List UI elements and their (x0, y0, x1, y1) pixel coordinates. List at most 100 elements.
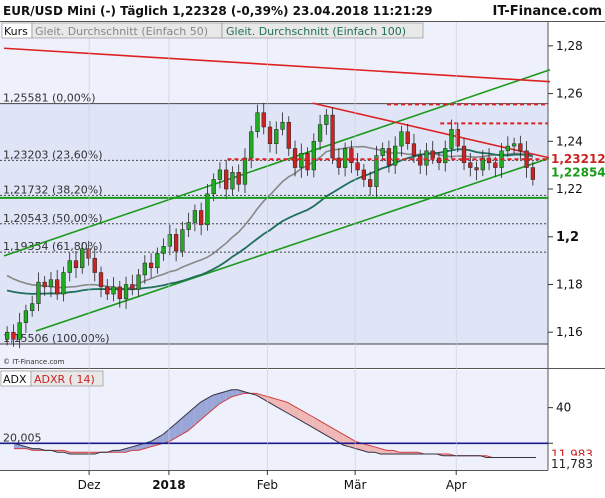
legend-sma50[interactable]: Gleit. Durchschnitt (Einfach 50) (35, 25, 208, 38)
candle-up (80, 248, 85, 269)
candle-down (349, 148, 354, 164)
price-tick-label: 1,2 (556, 230, 579, 245)
candle-up (299, 152, 304, 168)
date-tick-label: Apr (446, 478, 467, 492)
candle-up (505, 145, 510, 152)
candle-down (42, 281, 47, 288)
candle-down (11, 331, 16, 340)
candle-down (105, 286, 110, 295)
candle-down (73, 260, 79, 269)
candle-up (192, 210, 198, 223)
candle-up (249, 131, 254, 159)
candle-up (393, 145, 398, 166)
candle-up (342, 148, 348, 168)
adx-fill-down (299, 409, 307, 424)
candle-up (205, 193, 210, 226)
chart-header: EUR/USD Mini (-) Täglich 1,22328 (-0,39%… (3, 4, 432, 18)
fib-level-label: 1,25581 (0,00%) (3, 92, 96, 105)
candles (5, 102, 535, 349)
candle-down (468, 162, 473, 168)
price-legend: Kurs Gleit. Durchschnitt (Einfach 50) Gl… (1, 22, 424, 39)
price-label-bg (549, 151, 605, 167)
adx-fill-down (337, 430, 344, 446)
adx-fill-up (150, 437, 157, 447)
date-tick-label: Mär (344, 478, 367, 492)
candle-down (474, 167, 479, 171)
candle-down (368, 179, 373, 187)
candle-up (30, 303, 35, 311)
candle-up (511, 143, 517, 147)
channel-upper (3, 68, 551, 257)
price-tick-label: 1,18 (556, 277, 583, 291)
adx-fill-down (306, 412, 313, 428)
fib-level-label: 1,20543 (50,00%) (3, 212, 103, 225)
candle-up (480, 157, 485, 171)
price-label-bg (549, 164, 605, 180)
candle-down (305, 152, 310, 171)
price-label: 1,23212 (551, 152, 605, 166)
candle-up (142, 262, 147, 276)
overlay-lines (0, 103, 548, 199)
adx-fill-up (194, 402, 201, 426)
candle-up (67, 260, 72, 273)
fibonacci-levels: 1,25581 (0,00%) 1,23203 (23,60%) 1,21732 (… (0, 92, 548, 345)
candle-up (217, 169, 223, 180)
candle-up (155, 253, 160, 269)
candle-up (36, 281, 41, 304)
adx-value-bg (549, 455, 605, 470)
candle-down (430, 150, 435, 159)
price-tick-label: 1,16 (556, 325, 583, 339)
candle-down (236, 172, 241, 185)
legend-sma100[interactable]: Gleit. Durchschnitt (Einfach 100) (226, 25, 406, 38)
candle-down (148, 262, 154, 269)
candle-down (355, 162, 360, 171)
candle-down (92, 257, 97, 273)
adx-fill-up (237, 389, 244, 396)
candle-down (418, 155, 423, 166)
candle-up (186, 222, 191, 230)
candle-down (98, 272, 104, 288)
candle-up (111, 286, 116, 295)
candle-down (173, 234, 179, 252)
short-resistance (312, 102, 551, 159)
candle-up (443, 148, 448, 164)
fib-level-label: 1,15506 (100,00%) (3, 332, 110, 345)
legend-kurs[interactable]: Kurs (4, 25, 28, 38)
candle-up (399, 131, 404, 147)
adx-fill-down (324, 423, 331, 438)
candle-down (199, 210, 204, 226)
legend-adxr-box[interactable] (30, 370, 104, 387)
legend-adxr[interactable]: ADXR ( 14) (34, 373, 95, 386)
fib-level-label: 1,23203 (23,60%) (3, 148, 103, 161)
adx-fill-up (175, 418, 182, 438)
channel-lower (35, 157, 551, 332)
adx-reference-label: 20,005 (3, 431, 42, 444)
candle-up (380, 148, 385, 156)
adx-fill-up (206, 395, 213, 415)
candle-up (324, 114, 329, 125)
candle-up (48, 279, 54, 288)
candle-up (374, 155, 379, 187)
adx-fill-up (188, 407, 195, 431)
price-axis-ticks: 1,28 1,26 1,24 1,22 1,2 1,18 1,16 (548, 39, 583, 339)
candle-down (405, 131, 410, 144)
candle-up (5, 331, 10, 340)
date-tick-label: Feb (257, 478, 278, 492)
candle-down (361, 169, 367, 180)
candle-down (55, 279, 60, 295)
legend-adx[interactable]: ADX (3, 373, 27, 386)
candle-up (449, 129, 454, 149)
adx-fill-down (362, 443, 369, 453)
adx-fill-down (312, 416, 319, 431)
candle-up (136, 274, 141, 290)
adx-fill-up (200, 398, 207, 421)
candle-up (161, 246, 166, 254)
price-tick-label: 1,24 (556, 134, 583, 148)
legend-sma100-box[interactable] (221, 22, 424, 39)
brand-logo: IT-Finance.com (493, 4, 602, 19)
adx-fill-down (287, 402, 294, 417)
candle-down (455, 129, 460, 147)
